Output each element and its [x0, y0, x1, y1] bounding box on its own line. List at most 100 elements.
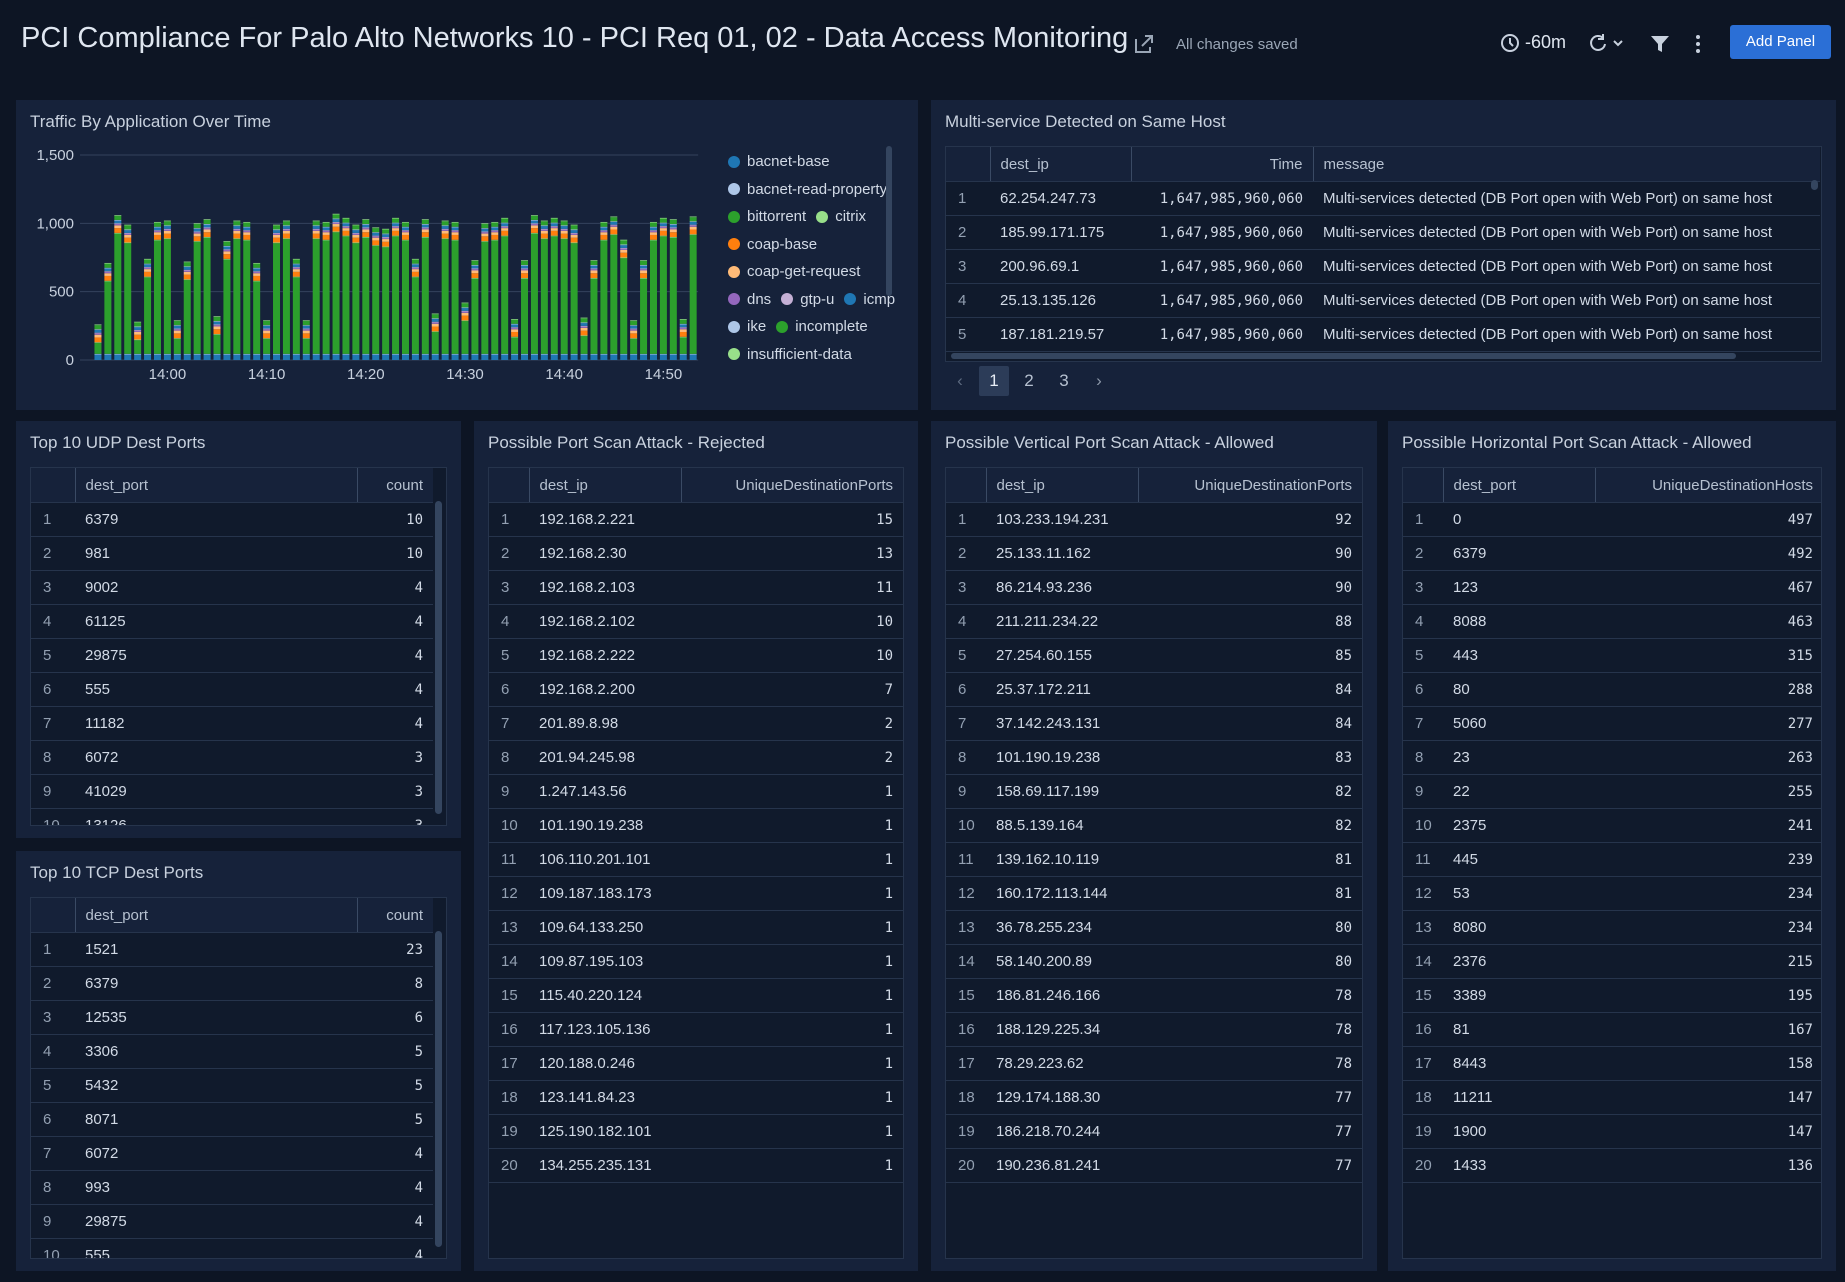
table-row[interactable]: 10 555 4 [31, 1238, 433, 1258]
table-row[interactable]: 12 109.187.183.173 1 [489, 876, 903, 911]
table-row[interactable]: 1 62.254.247.73 1,647,985,960,060 Multi-ser… [946, 181, 1820, 216]
column-header[interactable]: UniqueDestinationHosts [1595, 468, 1821, 503]
scrollbar[interactable] [886, 146, 892, 296]
table-row[interactable]: 4 192.168.2.102 10 [489, 604, 903, 639]
table-row[interactable]: 13 36.78.255.234 80 [946, 910, 1362, 945]
table-row[interactable]: 18 11211 147 [1403, 1080, 1821, 1115]
table-row[interactable]: 4 8088 463 [1403, 604, 1821, 639]
table-row[interactable]: 15 186.81.246.166 78 [946, 978, 1362, 1013]
column-header[interactable]: dest_port [75, 898, 358, 933]
table-row[interactable]: 3 86.214.93.236 90 [946, 570, 1362, 605]
table-row[interactable]: 10 13126 3 [31, 808, 433, 825]
column-header[interactable]: UniqueDestinationPorts [1138, 468, 1362, 503]
scrollbar[interactable] [435, 501, 442, 814]
table-row[interactable]: 4 25.13.135.126 1,647,985,960,060 Multi-ser… [946, 283, 1820, 318]
table-row[interactable]: 1 6379 10 [31, 502, 433, 537]
column-header[interactable]: message [1313, 147, 1799, 182]
table-row[interactable]: 10 101.190.19.238 1 [489, 808, 903, 843]
legend-item[interactable]: citrix [816, 203, 866, 231]
refresh-icon[interactable] [1587, 32, 1627, 54]
table-row[interactable]: 19 125.190.182.101 1 [489, 1114, 903, 1149]
table-row[interactable]: 14 58.140.200.89 80 [946, 944, 1362, 979]
table-row[interactable]: 11 139.162.10.119 81 [946, 842, 1362, 877]
table-row[interactable]: 2 25.133.11.162 90 [946, 536, 1362, 571]
legend-item[interactable]: dns [728, 286, 771, 314]
column-header[interactable]: count [357, 898, 433, 933]
table-row[interactable]: 3 123 467 [1403, 570, 1821, 605]
table-row[interactable]: 7 37.142.243.131 84 [946, 706, 1362, 741]
table-row[interactable]: 11 106.110.201.101 1 [489, 842, 903, 877]
legend-item[interactable]: gtp-u [781, 286, 834, 314]
legend-item[interactable]: coap-base [728, 231, 817, 259]
legend-item[interactable]: coap-get-request [728, 258, 860, 286]
table-row[interactable]: 6 8071 5 [31, 1102, 433, 1137]
table-row[interactable]: 8 6072 3 [31, 740, 433, 775]
table-row[interactable]: 16 81 167 [1403, 1012, 1821, 1047]
column-header[interactable]: count [357, 468, 433, 503]
table-row[interactable]: 2 192.168.2.30 13 [489, 536, 903, 571]
table-row[interactable]: 11 445 239 [1403, 842, 1821, 877]
table-row[interactable]: 1 0 497 [1403, 502, 1821, 537]
page-prev[interactable]: ‹ [957, 371, 963, 390]
time-range[interactable]: -60m [1525, 32, 1567, 52]
table-row[interactable]: 8 101.190.19.238 83 [946, 740, 1362, 775]
table-row[interactable]: 10 2375 241 [1403, 808, 1821, 843]
table-row[interactable]: 6 80 288 [1403, 672, 1821, 707]
table-row[interactable]: 13 8080 234 [1403, 910, 1821, 945]
table-row[interactable]: 7 6072 4 [31, 1136, 433, 1171]
column-header[interactable]: UniqueDestinationPorts [681, 468, 903, 503]
table-row[interactable]: 17 78.29.223.62 78 [946, 1046, 1362, 1081]
table-row[interactable]: 4 3306 5 [31, 1034, 433, 1069]
table-row[interactable]: 1 103.233.194.231 92 [946, 502, 1362, 537]
table-row[interactable]: 16 117.123.105.136 1 [489, 1012, 903, 1047]
table-row[interactable]: 5 192.168.2.222 10 [489, 638, 903, 673]
legend-item[interactable]: bittorrent [728, 203, 806, 231]
table-row[interactable]: 3 200.96.69.1 1,647,985,960,060 Multi-servi… [946, 249, 1820, 284]
page-button[interactable]: 3 [1059, 371, 1069, 390]
legend-item[interactable]: insufficient-data [728, 341, 852, 369]
table-row[interactable]: 2 6379 8 [31, 966, 433, 1001]
table-row[interactable]: 8 201.94.245.98 2 [489, 740, 903, 775]
legend-item[interactable]: bacnet-base [728, 148, 830, 176]
table-row[interactable]: 17 8443 158 [1403, 1046, 1821, 1081]
table-row[interactable]: 3 12535 6 [31, 1000, 433, 1035]
table-row[interactable]: 4 61125 4 [31, 604, 433, 639]
table-row[interactable]: 5 187.181.219.57 1,647,985,960,060 Multi-se… [946, 317, 1820, 352]
table-row[interactable]: 18 123.141.84.23 1 [489, 1080, 903, 1115]
table-row[interactable]: 3 9002 4 [31, 570, 433, 605]
table-row[interactable]: 15 3389 195 [1403, 978, 1821, 1013]
column-header[interactable]: dest_ip [986, 468, 1139, 503]
table-row[interactable]: 5 29875 4 [31, 638, 433, 673]
table-row[interactable]: 5 443 315 [1403, 638, 1821, 673]
scrollbar[interactable] [435, 931, 442, 1247]
page-button[interactable]: 1 [979, 366, 1009, 396]
legend-item[interactable]: bacnet-read-property [728, 176, 887, 204]
table-row[interactable]: 8 23 263 [1403, 740, 1821, 775]
scrollbar[interactable] [951, 353, 1736, 359]
table-row[interactable]: 12 53 234 [1403, 876, 1821, 911]
table-row[interactable]: 13 109.64.133.250 1 [489, 910, 903, 945]
table-row[interactable]: 2 185.99.171.175 1,647,985,960,060 Multi-se… [946, 215, 1820, 250]
table-row[interactable]: 16 188.129.225.34 78 [946, 1012, 1362, 1047]
filter-icon[interactable] [1649, 33, 1671, 55]
column-header[interactable]: dest_ip [990, 147, 1132, 182]
table-row[interactable]: 9 22 255 [1403, 774, 1821, 809]
column-header[interactable]: Time [1131, 147, 1314, 182]
table-row[interactable]: 6 192.168.2.200 7 [489, 672, 903, 707]
table-row[interactable]: 5 5432 5 [31, 1068, 433, 1103]
table-row[interactable]: 20 134.255.235.131 1 [489, 1148, 903, 1183]
add-panel-button[interactable]: Add Panel [1730, 25, 1831, 59]
column-header[interactable]: dest_port [75, 468, 358, 503]
table-row[interactable]: 8 993 4 [31, 1170, 433, 1205]
table-row[interactable]: 9 158.69.117.199 82 [946, 774, 1362, 809]
table-row[interactable]: 1 1521 23 [31, 932, 433, 967]
table-row[interactable]: 1 192.168.2.221 15 [489, 502, 903, 537]
table-row[interactable]: 9 1.247.143.56 1 [489, 774, 903, 809]
table-row[interactable]: 20 1433 136 [1403, 1148, 1821, 1183]
table-row[interactable]: 10 88.5.139.164 82 [946, 808, 1362, 843]
table-row[interactable]: 14 109.87.195.103 1 [489, 944, 903, 979]
table-row[interactable]: 7 11182 4 [31, 706, 433, 741]
table-row[interactable]: 5 27.254.60.155 85 [946, 638, 1362, 673]
table-row[interactable]: 2 6379 492 [1403, 536, 1821, 571]
page-next[interactable]: › [1096, 371, 1102, 390]
